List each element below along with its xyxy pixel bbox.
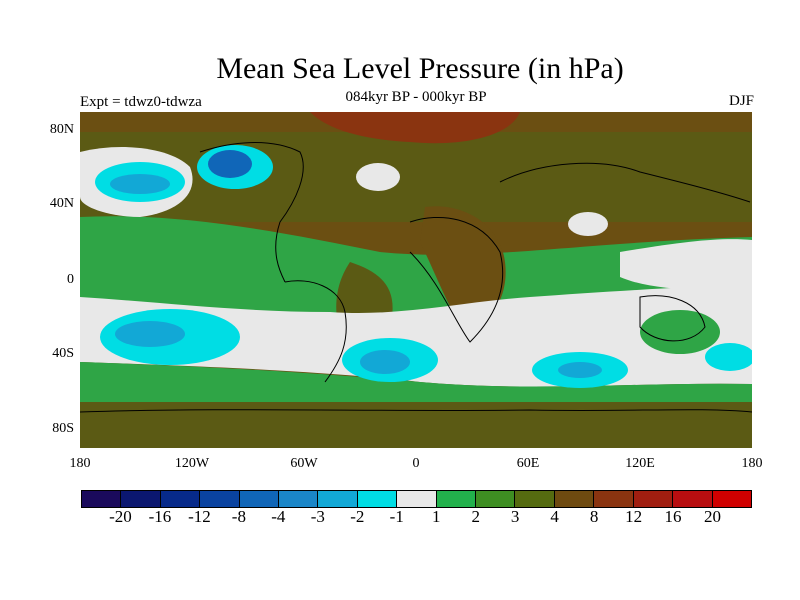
greenland-white — [356, 163, 400, 191]
colorbar-label: -20 — [109, 507, 132, 526]
colorbar-swatch — [633, 491, 674, 507]
colorbar-swatch — [318, 491, 358, 507]
colorbar-swatch — [436, 491, 477, 507]
lon-label: 60W — [290, 456, 318, 471]
australia-green — [640, 310, 720, 354]
colorbar-label: -4 — [271, 507, 286, 526]
colorbar-swatch — [357, 491, 398, 507]
colorbar-label: 4 — [550, 507, 559, 526]
colorbar-swatch — [397, 491, 437, 507]
map-title: Mean Sea Level Pressure (in hPa) — [216, 52, 624, 85]
low-south-indian-core — [558, 362, 602, 378]
colorbar-swatch — [200, 491, 240, 507]
colorbar-label: 16 — [664, 507, 682, 526]
colorbar-label: -2 — [350, 507, 365, 526]
southern-green-band — [80, 362, 752, 407]
colorbar-label: -16 — [148, 507, 172, 526]
hudson-low-core — [208, 150, 252, 178]
lon-label: 60E — [516, 456, 540, 471]
colorbar-swatch — [712, 491, 751, 507]
colorbar-swatch — [594, 491, 634, 507]
colorbar-label: -3 — [310, 507, 325, 526]
arctic-high — [310, 112, 520, 144]
lon-label: 180 — [741, 456, 763, 471]
colorbar — [81, 490, 752, 508]
lat-label: 0 — [67, 272, 74, 287]
lat-label: 80S — [52, 421, 74, 436]
colorbar-swatch — [239, 491, 280, 507]
colorbar-label: 3 — [510, 507, 520, 526]
colorbar-label: 20 — [704, 507, 722, 526]
colorbar-label: -8 — [231, 507, 246, 526]
colorbar-swatch — [515, 491, 555, 507]
colorbar-swatch — [82, 491, 122, 507]
low-south-atlantic-core — [360, 350, 410, 374]
season-label: DJF — [728, 93, 754, 109]
lat-label: 40S — [52, 346, 74, 361]
pressure-map — [80, 112, 752, 448]
colorbar-swatch — [160, 491, 201, 507]
north-pacific-low-core — [110, 174, 170, 194]
lon-label: 180 — [69, 456, 91, 471]
antarctic-region — [80, 402, 752, 448]
colorbar-label: -12 — [188, 507, 211, 526]
central-asia-white — [568, 212, 608, 236]
colorbar-label: 12 — [625, 507, 643, 526]
colorbar-swatch — [554, 491, 595, 507]
colorbar-label: 1 — [431, 507, 441, 526]
colorbar-swatch — [279, 491, 319, 507]
lat-label: 80N — [49, 122, 74, 137]
colorbar-label: 8 — [589, 507, 599, 526]
coastlines — [80, 142, 752, 413]
map-subtitle: 084kyr BP - 000kyr BP — [345, 89, 487, 105]
colorbar-label: -1 — [389, 507, 404, 526]
colorbar-swatch — [121, 491, 161, 507]
low-tasman — [705, 343, 752, 371]
lon-label: 120E — [625, 456, 655, 471]
africa-region — [420, 206, 506, 332]
west-pacific-white — [620, 239, 752, 290]
colorbar-swatch — [673, 491, 713, 507]
lon-label: 0 — [412, 456, 420, 471]
colorbar-swatch — [476, 491, 516, 507]
colorbar-label: 2 — [471, 507, 480, 526]
lon-label: 120W — [174, 456, 210, 471]
lat-label: 40N — [49, 196, 74, 211]
experiment-label: Expt = tdwz0-tdwza — [80, 94, 202, 110]
low-south-pacific-core — [115, 321, 185, 347]
